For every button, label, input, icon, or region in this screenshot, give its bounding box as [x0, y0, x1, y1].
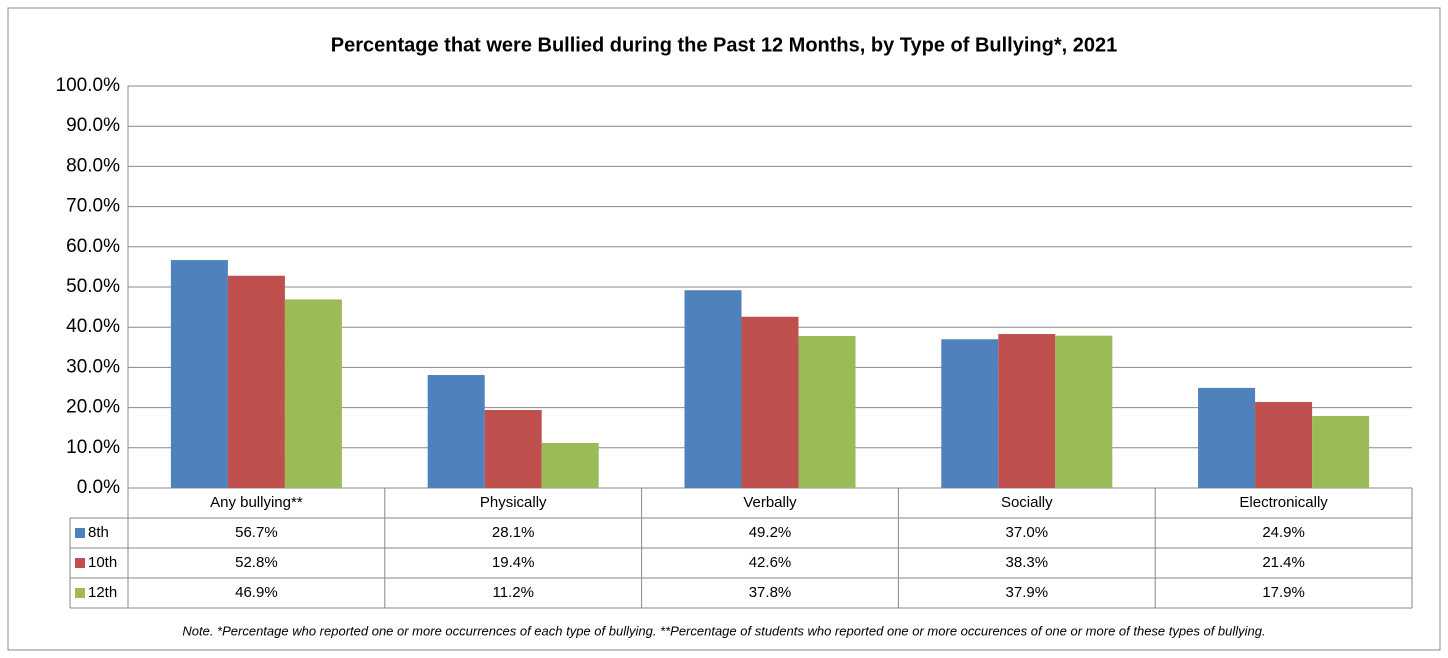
table-value: 24.9% [1262, 524, 1305, 541]
table-value: 28.1% [492, 524, 535, 541]
x-tick-label: Any bullying** [210, 494, 303, 511]
x-tick-label: Electronically [1239, 494, 1328, 511]
y-tick-label: 10.0% [66, 437, 120, 458]
legend-label: 8th [88, 524, 109, 541]
y-tick-label: 90.0% [66, 115, 120, 136]
table-value: 11.2% [492, 584, 533, 601]
bar [1255, 401, 1313, 488]
table-value: 52.8% [235, 554, 278, 571]
note: Note. *Percentage who reported one or mo… [182, 623, 1265, 638]
bar [227, 275, 285, 488]
table-value: 21.4% [1262, 554, 1305, 571]
table-value: 37.8% [749, 584, 792, 601]
table-value: 37.0% [1006, 524, 1049, 541]
legend-swatch [75, 528, 85, 538]
y-tick-label: 70.0% [66, 196, 120, 217]
bar [1312, 416, 1370, 488]
y-tick-label: 30.0% [66, 356, 120, 377]
bar [541, 442, 599, 488]
table-value: 42.6% [749, 554, 792, 571]
table-value: 46.9% [235, 584, 278, 601]
legend-label: 10th [88, 554, 117, 571]
bar [941, 339, 999, 488]
y-tick-label: 40.0% [66, 316, 120, 337]
table-value: 19.4% [492, 554, 535, 571]
table-value: 49.2% [749, 524, 792, 541]
x-tick-label: Verbally [743, 494, 797, 511]
bar [427, 375, 485, 488]
legend-swatch [75, 558, 85, 568]
table-value: 17.9% [1262, 584, 1305, 601]
x-tick-label: Physically [480, 494, 547, 511]
legend-label: 12th [88, 584, 117, 601]
bar [284, 299, 342, 488]
bar [998, 334, 1056, 488]
y-tick-label: 50.0% [66, 276, 120, 297]
bar [798, 336, 856, 488]
legend-swatch [75, 588, 85, 598]
y-tick-label: 60.0% [66, 236, 120, 257]
table-value: 37.9% [1006, 584, 1049, 601]
bar [170, 260, 228, 488]
table-value: 56.7% [235, 524, 278, 541]
y-tick-label: 80.0% [66, 155, 120, 176]
table-value: 38.3% [1006, 554, 1049, 571]
y-tick-label: 0.0% [77, 477, 120, 498]
bar [1055, 335, 1113, 488]
bar [684, 290, 742, 488]
x-tick-label: Socially [1001, 494, 1053, 511]
y-tick-label: 100.0% [56, 75, 121, 96]
chart-title: Percentage that were Bullied during the … [331, 34, 1117, 56]
bar [741, 316, 799, 488]
bar [1198, 387, 1256, 488]
bar [484, 410, 542, 488]
y-tick-label: 20.0% [66, 397, 120, 418]
